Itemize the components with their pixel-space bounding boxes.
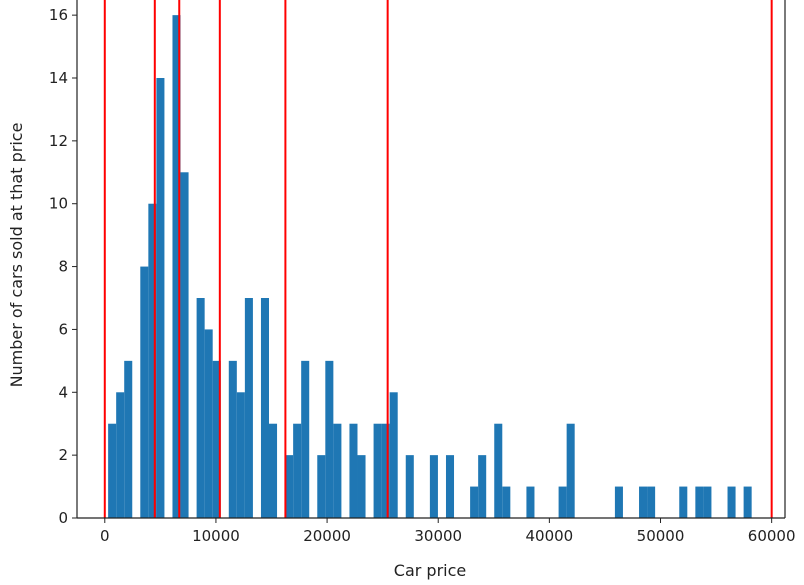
histogram-bar — [639, 486, 648, 518]
histogram-bar — [526, 486, 535, 518]
y-tick-label: 10 — [49, 195, 68, 213]
histogram-bar — [140, 266, 149, 518]
histogram-bar — [357, 455, 366, 518]
histogram-bar — [228, 360, 237, 518]
histogram-bar — [325, 360, 334, 518]
histogram-bar — [269, 423, 278, 518]
y-tick-label: 2 — [58, 446, 68, 464]
x-tick-label: 60000 — [748, 527, 796, 545]
histogram-bar — [743, 486, 752, 518]
histogram-bar — [614, 486, 623, 518]
histogram-bar — [405, 455, 414, 518]
histogram-bar — [244, 298, 253, 518]
y-tick-label: 12 — [49, 132, 68, 150]
histogram-bar — [260, 298, 270, 518]
histogram-bar — [148, 203, 157, 518]
x-tick-label: 20000 — [303, 527, 351, 545]
histogram-bar — [695, 486, 704, 518]
histogram-bar — [502, 486, 511, 518]
histogram-bar — [124, 360, 133, 518]
y-tick-label: 6 — [58, 320, 68, 338]
x-tick-label: 40000 — [526, 527, 574, 545]
x-ticks-group: 0 10000 20000 30000 40000 50000 60000 — [100, 518, 796, 545]
histogram-bar — [180, 172, 189, 519]
x-tick-label: 30000 — [414, 527, 462, 545]
histogram-bar — [212, 360, 221, 518]
histogram-bar — [108, 423, 117, 518]
histogram-bar — [494, 423, 503, 518]
histogram-bar — [647, 486, 656, 518]
histogram-bar — [236, 392, 245, 518]
vertical-lines-group — [103, 0, 773, 518]
y-tick-label: 14 — [49, 69, 68, 87]
histogram-bar — [172, 15, 181, 519]
y-axis-label: Number of cars sold at that price — [7, 123, 26, 388]
histogram-bar — [381, 423, 390, 518]
histogram-bar — [429, 455, 438, 518]
histogram-bar — [156, 78, 165, 518]
histogram-bar — [317, 455, 326, 518]
histogram-bar — [333, 423, 342, 518]
x-tick-label: 10000 — [192, 527, 240, 545]
histogram-bar — [285, 455, 294, 518]
bars-group — [108, 15, 752, 519]
histogram-bar — [679, 486, 688, 518]
histogram-bar — [204, 329, 213, 518]
histogram-bar — [703, 486, 712, 518]
histogram-bar — [196, 298, 205, 518]
y-tick-label: 16 — [49, 6, 68, 24]
histogram-bar — [478, 455, 487, 518]
y-tick-label: 8 — [58, 258, 68, 276]
histogram-bar — [293, 423, 302, 518]
x-tick-label: 0 — [100, 527, 110, 545]
histogram-bar — [373, 423, 382, 518]
y-tick-label: 0 — [58, 509, 68, 527]
histogram-bar — [445, 455, 455, 518]
y-tick-label: 4 — [58, 383, 68, 401]
histogram-bar — [116, 392, 125, 518]
histogram-bar — [389, 392, 398, 518]
y-ticks-group: 0 2 4 6 8 10 12 14 16 — [49, 6, 77, 527]
histogram-bar — [470, 486, 479, 518]
x-axis-label: Car price — [394, 561, 466, 580]
histogram-bar — [301, 360, 310, 518]
histogram-bar — [566, 423, 575, 518]
histogram-bar — [727, 486, 736, 518]
histogram-bar — [558, 486, 567, 518]
histogram-bar — [349, 423, 358, 518]
x-tick-label: 50000 — [637, 527, 685, 545]
